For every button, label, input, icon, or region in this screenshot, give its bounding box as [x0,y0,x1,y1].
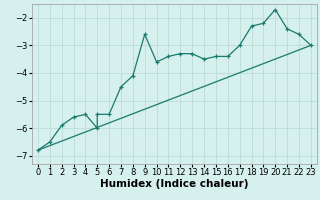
X-axis label: Humidex (Indice chaleur): Humidex (Indice chaleur) [100,179,249,189]
